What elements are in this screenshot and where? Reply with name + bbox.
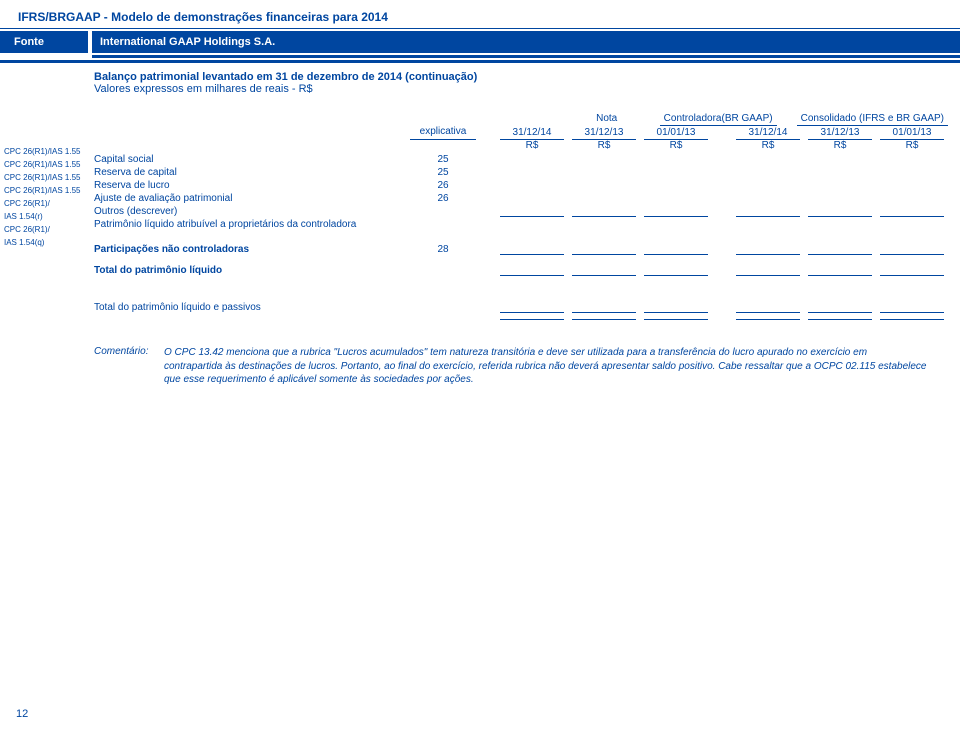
group2-header: Consolidado (IFRS e BR GAAP) — [797, 113, 948, 126]
total-pl-row: Total do patrimônio líquido — [94, 264, 948, 277]
total-plp-label: Total do patrimônio líquido e passivos — [94, 301, 410, 314]
references-column: CPC 26(R1)/IAS 1.55 CPC 26(R1)/IAS 1.55 … — [0, 71, 88, 387]
item-label: Patrimônio líquido atribuível a propriet… — [94, 218, 410, 231]
ref-line: CPC 26(R1)/IAS 1.55 — [4, 158, 88, 171]
subtitle-1: Balanço patrimonial levantado em 31 de d… — [94, 71, 948, 83]
line-item: Patrimônio líquido atribuível a propriet… — [94, 218, 948, 231]
nota-label-2: explicativa — [410, 126, 476, 137]
item-label: Participações não controladoras — [94, 243, 410, 256]
currency-label: R$ — [736, 140, 800, 151]
group1-header: Controladora(BR GAAP) — [660, 113, 777, 126]
double-underline — [94, 314, 948, 320]
ref-line: IAS 1.54(r) — [4, 210, 88, 223]
item-nota: 28 — [410, 243, 476, 256]
line-item: Ajuste de avaliação patrimonial 26 — [94, 192, 948, 205]
page-number: 12 — [16, 708, 28, 720]
item-label: Reserva de lucro — [94, 179, 410, 192]
date-col: 31/12/13 — [808, 126, 872, 140]
ref-line: CPC 26(R1)/ — [4, 197, 88, 210]
line-item: Reserva de capital 25 — [94, 166, 948, 179]
item-nota — [410, 205, 476, 218]
total-plp-row: Total do patrimônio líquido e passivos — [94, 301, 948, 314]
date-col: 01/01/13 — [644, 126, 708, 140]
item-label: Reserva de capital — [94, 166, 410, 179]
currency-label: R$ — [572, 140, 636, 151]
nota-label-1: Nota — [574, 113, 640, 124]
comment-label: Comentário: — [94, 346, 164, 387]
comment-block: Comentário: O CPC 13.42 menciona que a r… — [94, 346, 948, 387]
item-label: Ajuste de avaliação patrimonial — [94, 192, 410, 205]
comment-text: O CPC 13.42 menciona que a rubrica "Lucr… — [164, 346, 948, 387]
date-col: 31/12/13 — [572, 126, 636, 140]
fonte-value: International GAAP Holdings S.A. — [92, 31, 960, 53]
currency-label: R$ — [808, 140, 872, 151]
item-nota: 25 — [410, 166, 476, 179]
document-title: IFRS/BRGAAP - Modelo de demonstrações fi… — [0, 0, 960, 29]
main-content: Balanço patrimonial levantado em 31 de d… — [88, 71, 960, 387]
ref-line: CPC 26(R1)/IAS 1.55 — [4, 145, 88, 158]
ref-line: CPC 26(R1)/IAS 1.55 — [4, 184, 88, 197]
ref-line: IAS 1.54(q) — [4, 236, 88, 249]
currency-label: R$ — [880, 140, 944, 151]
item-nota: 26 — [410, 179, 476, 192]
total-pl-label: Total do patrimônio líquido — [94, 264, 410, 277]
date-col: 31/12/14 — [500, 126, 564, 140]
line-item: Outros (descrever) — [94, 205, 948, 218]
item-nota: 25 — [410, 153, 476, 166]
item-nota: 26 — [410, 192, 476, 205]
fonte-bar: Fonte International GAAP Holdings S.A. — [0, 31, 960, 53]
subtitle-2: Valores expressos em milhares de reais -… — [94, 83, 948, 95]
ref-line: CPC 26(R1)/IAS 1.55 — [4, 171, 88, 184]
item-label: Outros (descrever) — [94, 205, 410, 218]
fonte-label: Fonte — [0, 31, 88, 53]
currency-label: R$ — [644, 140, 708, 151]
date-col: 01/01/13 — [880, 126, 944, 140]
line-item: Capital social 25 — [94, 153, 948, 166]
line-item: Reserva de lucro 26 — [94, 179, 948, 192]
date-col: 31/12/14 — [736, 126, 800, 140]
item-label: Capital social — [94, 153, 410, 166]
table-header: Nota Controladora(BR GAAP) Consolidado (… — [94, 113, 948, 151]
line-item-participacoes: Participações não controladoras 28 — [94, 243, 948, 256]
currency-label: R$ — [500, 140, 564, 151]
ref-line: CPC 26(R1)/ — [4, 223, 88, 236]
